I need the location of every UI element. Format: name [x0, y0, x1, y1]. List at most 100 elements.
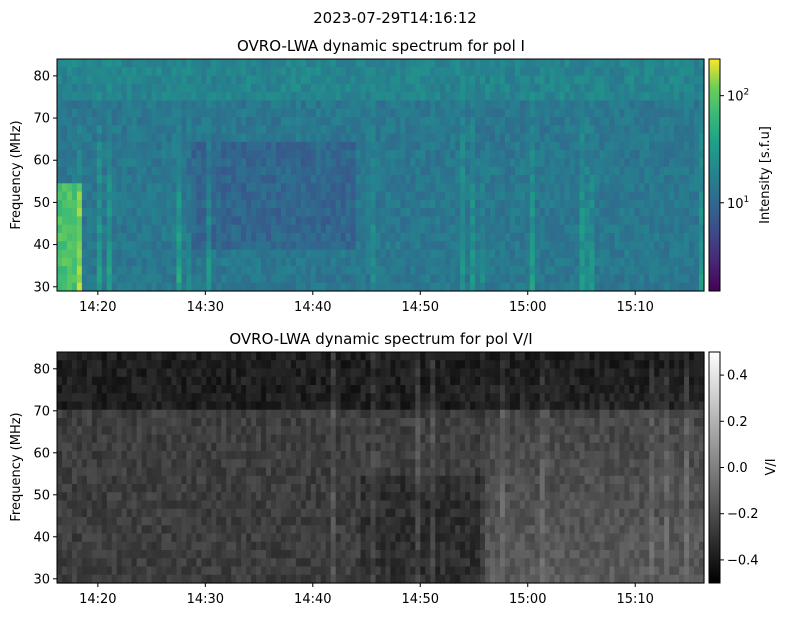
heatmap-cell — [91, 533, 98, 543]
heatmap-cell — [136, 459, 143, 469]
heatmap-cell — [365, 199, 372, 209]
heatmap-cell — [81, 191, 88, 201]
heatmap-cell — [624, 92, 630, 102]
heatmap-cell — [66, 418, 73, 427]
heatmap-cell — [305, 125, 312, 135]
heatmap-cell — [624, 75, 630, 85]
heatmap-cell — [554, 59, 561, 68]
heatmap-cell — [201, 376, 207, 386]
heatmap-cell — [111, 558, 118, 568]
heatmap-cell — [61, 224, 68, 234]
heatmap-cell — [116, 525, 123, 535]
heatmap-cell — [246, 558, 252, 568]
heatmap-cell — [57, 352, 63, 361]
heatmap-cell — [519, 67, 526, 77]
heatmap-cell — [300, 158, 307, 168]
heatmap-cell — [430, 208, 436, 218]
heatmap-cell — [57, 451, 63, 460]
heatmap-cell — [275, 117, 282, 126]
heatmap-cell — [216, 525, 222, 535]
heatmap-cell — [634, 100, 640, 110]
heatmap-cell — [280, 183, 287, 193]
heatmap-cell — [465, 274, 471, 284]
heatmap-cell — [106, 199, 113, 209]
heatmap-cell — [574, 199, 581, 209]
heatmap-cell — [365, 75, 372, 85]
heatmap-cell — [181, 150, 187, 160]
heatmap-cell — [126, 133, 133, 143]
heatmap-cell — [509, 266, 516, 276]
heatmap-cell — [126, 125, 133, 135]
heatmap-cell — [271, 191, 277, 201]
heatmap-cell — [151, 241, 158, 251]
heatmap-cell — [176, 199, 183, 209]
heatmap-cell — [360, 199, 367, 209]
heatmap-cell — [86, 274, 93, 284]
heatmap-cell — [136, 541, 143, 551]
heatmap-cell — [151, 574, 158, 584]
heatmap-cell — [559, 208, 566, 218]
heatmap-cell — [236, 117, 242, 126]
heatmap-cell — [275, 266, 282, 276]
heatmap-cell — [86, 574, 93, 584]
heatmap-cell — [251, 360, 257, 370]
heatmap-cell — [171, 191, 178, 201]
heatmap-cell — [216, 566, 222, 576]
heatmap-cell — [489, 75, 496, 85]
heatmap-cell — [514, 208, 521, 218]
heatmap-cell — [191, 409, 197, 419]
heatmap-cell — [634, 208, 640, 218]
heatmap-cell — [116, 500, 123, 510]
heatmap-cell — [420, 224, 426, 234]
heatmap-cell — [529, 100, 536, 110]
heatmap-cell — [221, 249, 227, 259]
heatmap-cell — [415, 92, 421, 102]
heatmap-cell — [325, 59, 332, 68]
heatmap-cell — [216, 533, 222, 543]
heatmap-cell — [176, 133, 183, 143]
heatmap-cell — [166, 525, 173, 535]
panel-1-title: OVRO-LWA dynamic spectrum for pol I — [237, 37, 525, 55]
heatmap-cell — [460, 249, 466, 259]
heatmap-cell — [489, 191, 496, 201]
heatmap-cell — [405, 216, 411, 226]
heatmap-cell — [614, 67, 620, 77]
heatmap-cell — [519, 249, 526, 259]
heatmap-cell — [559, 224, 566, 234]
heatmap-cell — [81, 451, 88, 460]
heatmap-cell — [320, 241, 327, 251]
heatmap-cell — [380, 191, 387, 201]
heatmap-cell — [295, 216, 302, 226]
heatmap-cell — [111, 484, 118, 493]
heatmap-cell — [181, 75, 187, 85]
heatmap-cell — [450, 216, 456, 226]
heatmap-cell — [116, 434, 123, 444]
heatmap-cell — [315, 233, 322, 242]
heatmap-cell — [246, 442, 252, 452]
heatmap-cell — [280, 274, 287, 284]
heatmap-cell — [206, 517, 212, 526]
heatmap-cell — [216, 550, 222, 559]
heatmap-cell — [76, 233, 83, 242]
heatmap-cell — [579, 191, 586, 201]
heatmap-cell — [261, 216, 267, 226]
heatmap-cell — [539, 100, 546, 110]
heatmap-cell — [126, 574, 133, 584]
heatmap-cell — [216, 409, 222, 419]
heatmap-cell — [131, 508, 138, 518]
heatmap-cell — [325, 249, 332, 259]
heatmap-cell — [126, 376, 133, 386]
heatmap-cell — [196, 274, 202, 284]
heatmap-cell — [186, 517, 192, 526]
heatmap-cell — [689, 249, 695, 259]
heatmap-cell — [564, 166, 571, 176]
heatmap-cell — [465, 92, 471, 102]
heatmap-cell — [594, 199, 601, 209]
heatmap-cell — [136, 500, 143, 510]
heatmap-cell — [86, 191, 93, 201]
heatmap-cell — [206, 282, 212, 292]
heatmap-cell — [400, 241, 406, 251]
heatmap-cell — [206, 418, 212, 427]
heatmap-cell — [196, 183, 202, 193]
heatmap-cell — [554, 108, 561, 118]
